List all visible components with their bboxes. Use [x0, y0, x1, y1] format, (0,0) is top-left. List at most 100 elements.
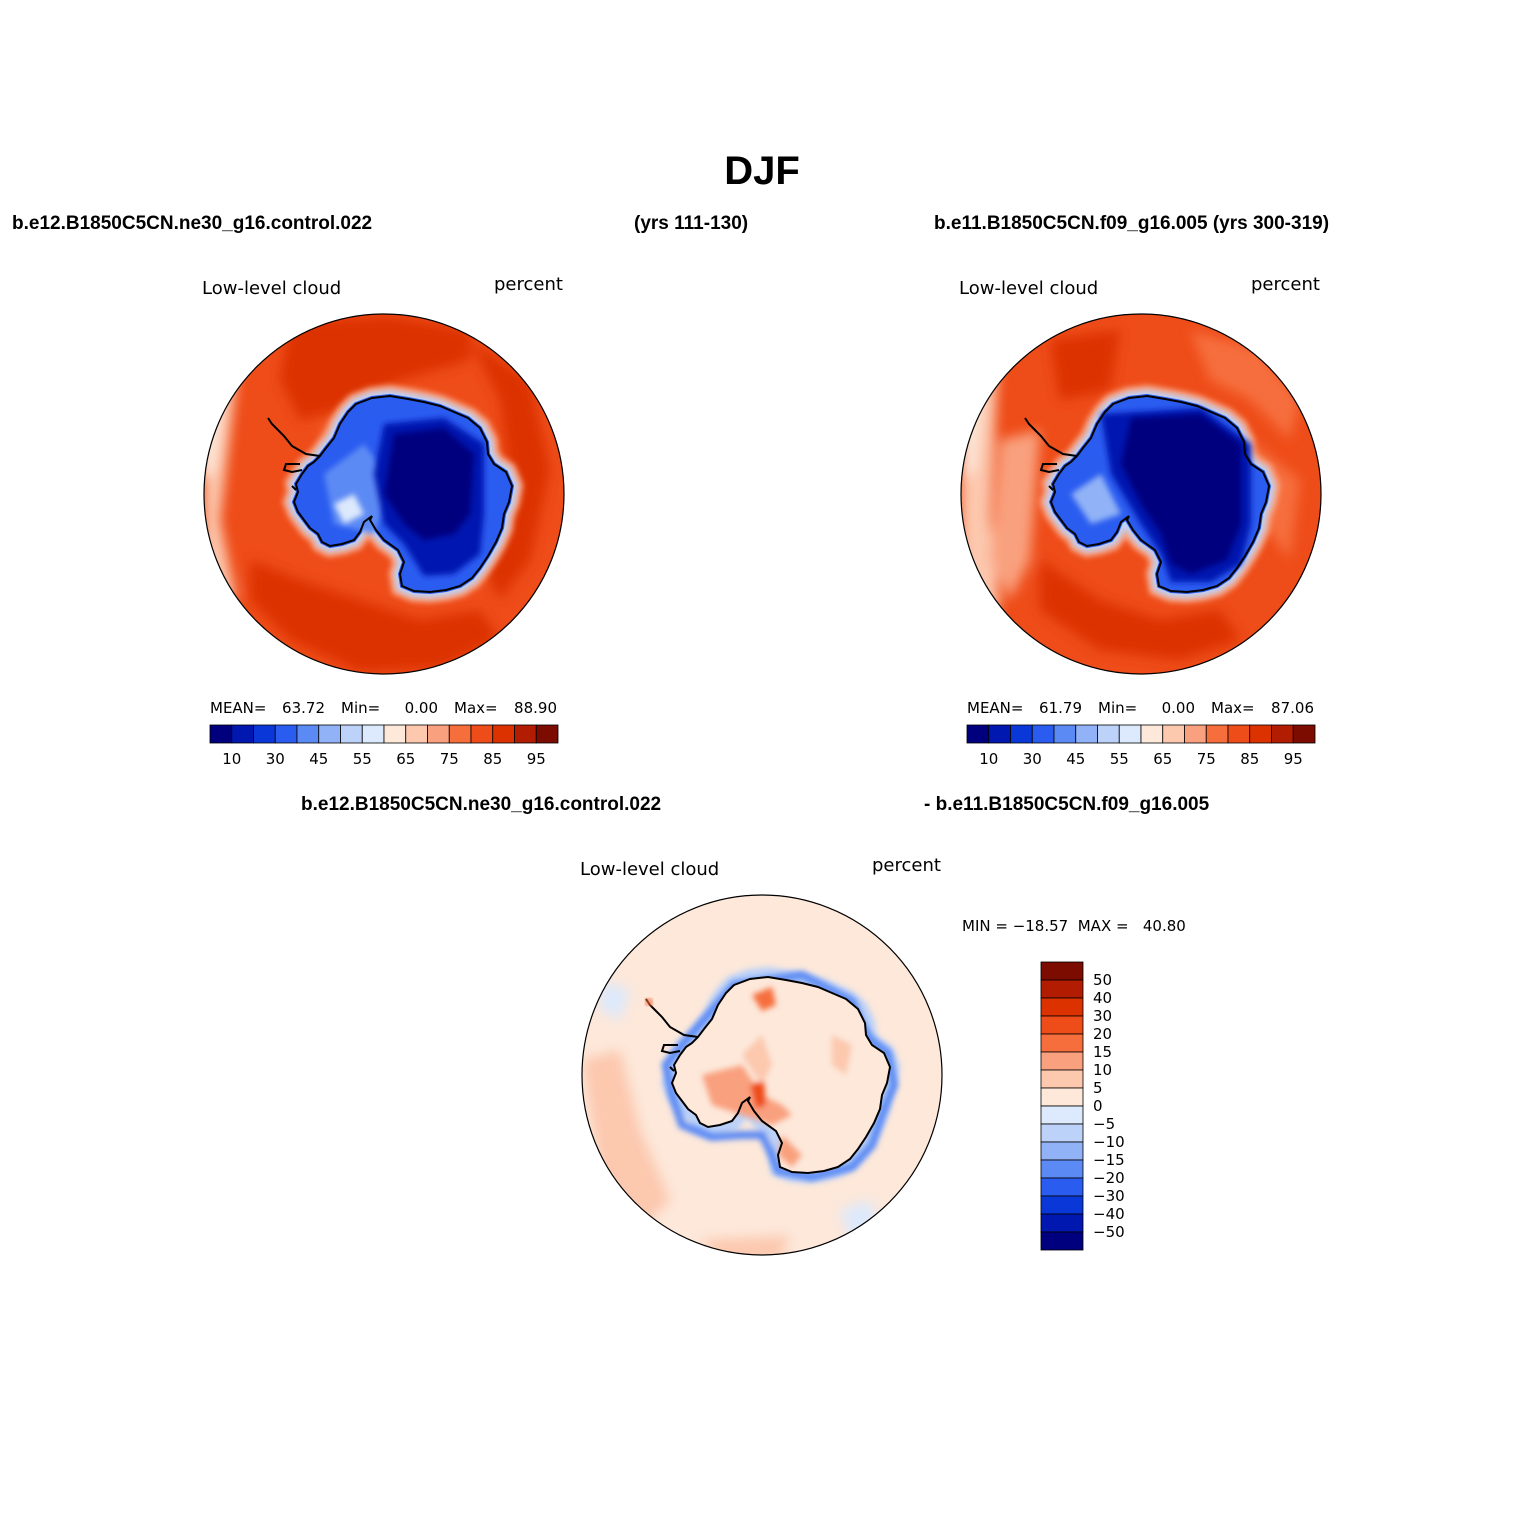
- colorbar-swatch: [340, 724, 363, 744]
- colorbar-swatch: [1075, 724, 1098, 744]
- left-min-label: Min=: [341, 699, 380, 717]
- colorbar-label: 55: [353, 750, 372, 768]
- colorbar-label: 45: [309, 750, 328, 768]
- colorbar-swatch: [1249, 724, 1272, 744]
- colorbar-swatch: [1271, 724, 1294, 744]
- right-variable-label: Low-level cloud: [959, 278, 1098, 299]
- colorbar-swatch: [966, 724, 990, 744]
- right-max-value: 87.06: [1271, 699, 1314, 717]
- colorbar-swatch: [209, 724, 233, 744]
- colorbar-swatch: [1040, 997, 1084, 1017]
- left-max-value: 88.90: [514, 699, 557, 717]
- colorbar-label: 75: [1197, 750, 1216, 768]
- colorbar-label: 30: [266, 750, 285, 768]
- diff-variable-label: Low-level cloud: [580, 859, 719, 880]
- colorbar-label: −50: [1093, 1223, 1125, 1241]
- left-years-caption: (yrs 111-130): [634, 213, 748, 234]
- colorbar-label: 10: [979, 750, 998, 768]
- colorbar-swatch: [1040, 1033, 1084, 1053]
- colorbar-swatch: [1040, 1123, 1084, 1143]
- left-polar-map: [204, 314, 564, 674]
- colorbar-swatch: [1040, 1213, 1084, 1233]
- right-min-label: Min=: [1098, 699, 1137, 717]
- colorbar-label: 10: [222, 750, 241, 768]
- colorbar-swatch: [1040, 1069, 1084, 1089]
- colorbar-swatch: [1162, 724, 1185, 744]
- right-colorbar: 10 30 45 55 65 75 85 95: [966, 724, 1316, 768]
- colorbar-swatch: [1184, 724, 1207, 744]
- colorbar-swatch: [361, 724, 385, 744]
- colorbar-swatch: [1040, 1015, 1084, 1035]
- right-mean-value: 61.79: [1039, 699, 1082, 717]
- colorbar-label: 15: [1093, 1043, 1112, 1061]
- colorbar-swatch: [1040, 1087, 1084, 1107]
- colorbar-label: 75: [440, 750, 459, 768]
- right-case-caption: b.e11.B1850C5CN.f09_g16.005 (yrs 300-319…: [934, 213, 1329, 234]
- colorbar-swatch: [1040, 979, 1084, 999]
- left-min-value: 0.00: [405, 699, 438, 717]
- colorbar-label: 65: [1153, 750, 1172, 768]
- left-variable-label: Low-level cloud: [202, 278, 341, 299]
- left-colorbar: 10 30 45 55 65 75 85 95: [209, 724, 559, 768]
- colorbar-swatch: [318, 724, 341, 744]
- colorbar-label: 30: [1093, 1007, 1112, 1025]
- colorbar-swatch: [253, 724, 276, 744]
- colorbar-label: −5: [1093, 1115, 1115, 1133]
- colorbar-label: 55: [1110, 750, 1129, 768]
- colorbar-label: 0: [1093, 1097, 1103, 1115]
- diff-left-caption: b.e12.B1850C5CN.ne30_g16.control.022: [301, 794, 661, 815]
- diff-units-label: percent: [872, 855, 941, 876]
- colorbar-swatch: [514, 724, 537, 744]
- colorbar-label: 95: [527, 750, 546, 768]
- colorbar-swatch: [1292, 724, 1316, 744]
- right-polar-map: [961, 314, 1321, 674]
- colorbar-label: 10: [1093, 1061, 1112, 1079]
- diff-polar-map: [582, 895, 942, 1255]
- colorbar-swatch: [1227, 724, 1251, 744]
- diff-minmax: MIN = −18.57 MAX = 40.80: [962, 917, 1186, 935]
- colorbar-label: 30: [1023, 750, 1042, 768]
- colorbar-swatch: [383, 724, 407, 744]
- colorbar-swatch: [405, 724, 428, 744]
- colorbar-label: −20: [1093, 1169, 1125, 1187]
- colorbar-swatch: [470, 724, 494, 744]
- right-mean-label: MEAN=: [967, 699, 1023, 717]
- colorbar-swatch: [988, 724, 1011, 744]
- colorbar-label: −10: [1093, 1133, 1125, 1151]
- colorbar-swatch: [1053, 724, 1077, 744]
- colorbar-swatch: [1140, 724, 1164, 744]
- colorbar-swatch: [448, 724, 472, 744]
- colorbar-swatch: [427, 724, 450, 744]
- colorbar-swatch: [1118, 724, 1142, 744]
- colorbar-swatch: [492, 724, 515, 744]
- colorbar-label: −40: [1093, 1205, 1125, 1223]
- left-units-label: percent: [494, 274, 563, 295]
- colorbar-swatch: [1010, 724, 1033, 744]
- colorbar-swatch: [1097, 724, 1120, 744]
- colorbar-swatch: [1040, 1141, 1084, 1161]
- colorbar-label: 5: [1093, 1079, 1103, 1097]
- colorbar-swatch: [1040, 1231, 1084, 1251]
- colorbar-swatch: [1040, 1177, 1084, 1197]
- colorbar-label: −15: [1093, 1151, 1125, 1169]
- colorbar-swatch: [1040, 1195, 1084, 1215]
- colorbar-swatch: [296, 724, 320, 744]
- colorbar-label: 85: [1240, 750, 1259, 768]
- colorbar-label: 40: [1093, 989, 1112, 1007]
- colorbar-swatch: [535, 724, 559, 744]
- right-max-label: Max=: [1211, 699, 1255, 717]
- colorbar-swatch: [274, 724, 298, 744]
- left-max-label: Max=: [454, 699, 498, 717]
- colorbar-swatch: [1031, 724, 1055, 744]
- right-units-label: percent: [1251, 274, 1320, 295]
- colorbar-label: 45: [1066, 750, 1085, 768]
- colorbar-swatch: [1040, 961, 1084, 981]
- colorbar-swatch: [1040, 1159, 1084, 1179]
- page-title: DJF: [724, 149, 800, 193]
- colorbar-label: 85: [483, 750, 502, 768]
- colorbar-swatch: [1205, 724, 1229, 744]
- left-mean-value: 63.72: [282, 699, 325, 717]
- colorbar-label: 95: [1284, 750, 1303, 768]
